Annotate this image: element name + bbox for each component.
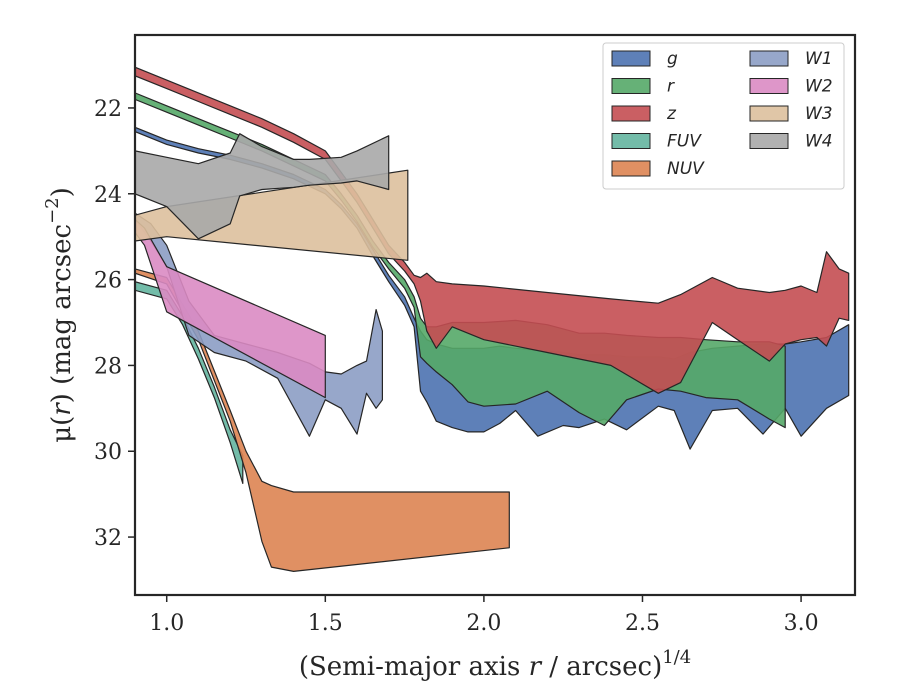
- x-tick-label: 2.5: [625, 611, 660, 636]
- legend-swatch-w2: [749, 78, 789, 94]
- legend-swatch-z: [611, 105, 651, 122]
- legend-swatch-g: [611, 50, 651, 67]
- band-w4: [135, 133, 390, 240]
- y-tick-label: 24: [94, 183, 122, 208]
- ylabel-var: r: [47, 402, 77, 416]
- x-tick-label: 2.0: [466, 611, 501, 636]
- x-tick-label: 1.5: [308, 611, 343, 636]
- legend-label-z: z: [666, 104, 677, 124]
- y-tick-label: 26: [94, 269, 122, 294]
- legend-label-w2: W2: [805, 77, 833, 97]
- legend-label-w3: W3: [805, 104, 833, 124]
- xlabel-main: (Semi-major axis: [299, 652, 529, 682]
- xlabel-var: r: [529, 652, 543, 682]
- legend-label-nuv: NUV: [667, 159, 705, 179]
- ylabel-close: ): [47, 187, 77, 197]
- legend-swatch-w3: [749, 105, 789, 122]
- ylabel-sup: −2: [42, 197, 63, 224]
- plot-frame: [133, 33, 857, 597]
- legend-swatch-w1: [749, 50, 789, 67]
- x-tick-label: 3.0: [784, 611, 819, 636]
- ylabel-rest: ) (mag arcsec: [47, 224, 77, 403]
- legend-label-g: g: [667, 49, 678, 69]
- legend: grz FUV NUV W1 W2 W3 W4: [602, 42, 845, 190]
- x-axis-label: (Semi-major axis r / arcsec)1/4: [299, 647, 691, 682]
- legend-swatch-fuv: [611, 133, 651, 149]
- y-ticks: 22 24 26 28 30 32: [94, 97, 135, 551]
- legend-swatch-nuv: [611, 160, 651, 177]
- y-tick-label: 30: [94, 440, 122, 465]
- legend-label-w4: W4: [805, 132, 833, 152]
- legend-label-fuv: FUV: [667, 132, 702, 152]
- ylabel-main: μ(: [47, 416, 77, 443]
- legend-swatch-w4: [749, 133, 789, 149]
- legend-swatch-r: [611, 78, 651, 94]
- y-tick-label: 22: [94, 97, 122, 122]
- xlabel-sup: 1/4: [662, 647, 691, 668]
- x-ticks: 1.0 1.5 2.0 2.5 3.0: [149, 595, 819, 636]
- legend-label-r: r: [667, 77, 675, 97]
- xlabel-rest: / arcsec): [541, 652, 662, 682]
- legend-label-w1: W1: [805, 49, 833, 69]
- y-tick-label: 28: [94, 354, 122, 379]
- y-tick-label: 32: [94, 526, 122, 551]
- x-tick-label: 1.0: [149, 611, 184, 636]
- bands: [135, 66, 850, 573]
- y-axis-label: μ(r) (mag arcsec−2): [42, 187, 77, 443]
